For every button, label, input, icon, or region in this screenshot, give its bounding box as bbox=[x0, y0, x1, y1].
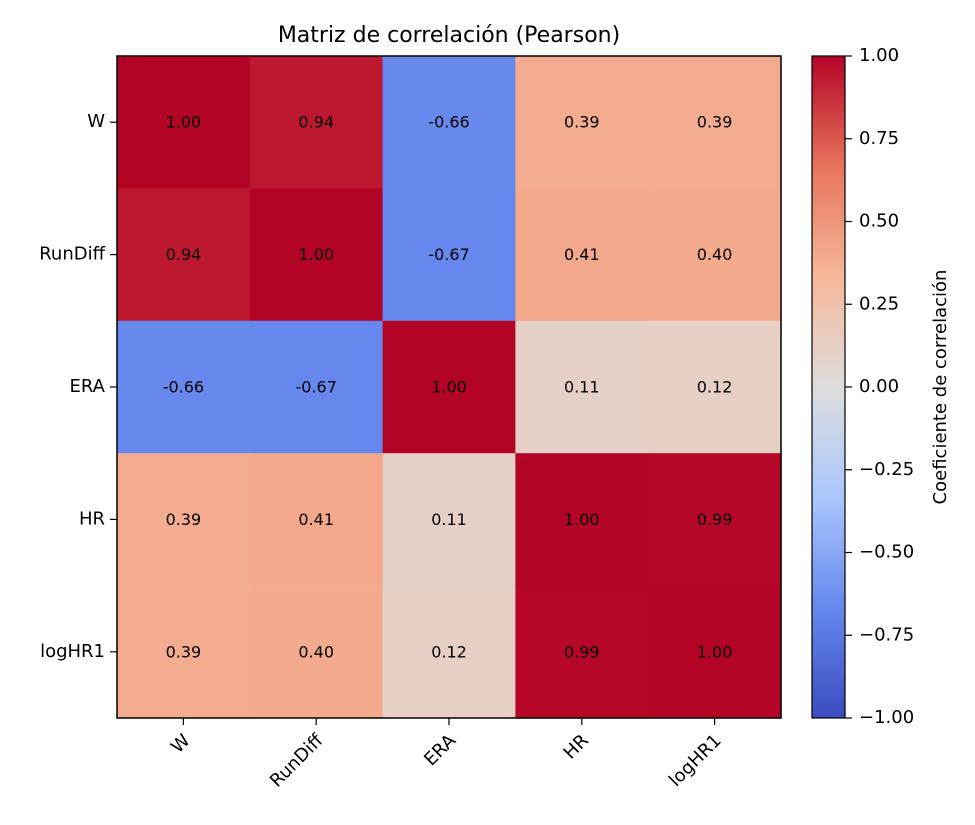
y-tick-label: W bbox=[87, 111, 105, 132]
heatmap-cell bbox=[117, 453, 251, 587]
cell-value-label: 0.39 bbox=[564, 113, 600, 132]
cell-value-label: 0.11 bbox=[431, 510, 467, 529]
heatmap-cell bbox=[249, 453, 384, 587]
cell-value-label: 1.00 bbox=[431, 378, 467, 397]
heatmap-cells bbox=[117, 56, 782, 719]
chart-title: Matriz de correlación (Pearson) bbox=[278, 23, 620, 48]
colorbar-tick-label: −1.00 bbox=[859, 707, 914, 728]
y-tick-label: RunDiff bbox=[39, 244, 105, 265]
cell-value-label: 0.99 bbox=[564, 642, 600, 661]
cell-value-label: -0.67 bbox=[295, 378, 336, 397]
heatmap-cell bbox=[382, 453, 516, 587]
heatmap-cell bbox=[382, 56, 516, 189]
heatmap-cell bbox=[515, 453, 649, 587]
heatmap-cell bbox=[117, 585, 251, 719]
heatmap-cell bbox=[382, 585, 516, 719]
heatmap-cell bbox=[648, 320, 782, 454]
cell-value-label: 0.39 bbox=[166, 510, 202, 529]
heatmap-cell bbox=[515, 188, 649, 322]
heatmap-cell bbox=[648, 56, 782, 189]
x-tick-label: logHR1 bbox=[665, 730, 726, 791]
y-axis: W RunDiff ERA HR logHR1 bbox=[39, 111, 117, 662]
cell-value-label: -0.66 bbox=[428, 113, 469, 132]
heatmap-cell bbox=[249, 585, 384, 719]
cell-value-label: 0.11 bbox=[564, 378, 600, 397]
colorbar-tick-label: 0.75 bbox=[859, 128, 899, 149]
heatmap-cell bbox=[249, 188, 384, 322]
heatmap-cell bbox=[117, 56, 251, 189]
colorbar-tick-label: 1.00 bbox=[859, 45, 899, 66]
cell-value-label: 0.94 bbox=[166, 245, 202, 264]
colorbar-tick-label: −0.25 bbox=[859, 459, 914, 480]
cell-value-label: -0.67 bbox=[428, 245, 469, 264]
x-tick-label: HR bbox=[560, 730, 593, 763]
y-tick-label: logHR1 bbox=[40, 641, 105, 662]
heatmap-cell bbox=[648, 188, 782, 322]
colorbar-tick-label: −0.75 bbox=[859, 624, 914, 645]
cell-value-label: -0.66 bbox=[163, 378, 204, 397]
cell-value-label: 0.40 bbox=[298, 642, 334, 661]
cell-value-label: 0.39 bbox=[697, 113, 733, 132]
cell-value-label: 1.00 bbox=[564, 510, 600, 529]
colorbar-tick-label: 0.50 bbox=[859, 211, 899, 232]
cell-value-label: 0.12 bbox=[697, 378, 733, 397]
cell-value-label: 0.12 bbox=[431, 642, 467, 661]
heatmap-cell bbox=[515, 56, 649, 189]
heatmap-cell bbox=[117, 188, 251, 322]
y-tick-label: HR bbox=[79, 508, 105, 529]
cell-value-label: 0.94 bbox=[298, 113, 334, 132]
x-axis: W RunDiff ERA HR logHR1 bbox=[167, 718, 726, 792]
cell-value-label: 0.41 bbox=[564, 245, 600, 264]
colorbar-label: Coeficiente de correlación bbox=[930, 270, 951, 505]
colorbar-axis: 1.00 0.75 0.50 0.25 0.00 −0.25 −0.50 −0.75 −1.00 bbox=[845, 45, 914, 728]
heatmap-cell-labels: 1.00 0.94 -0.66 0.39 0.39 0.94 1.00 -0.67 0.41 0.… bbox=[163, 113, 733, 662]
heatmap-cell bbox=[382, 188, 516, 322]
heatmap-cell bbox=[648, 585, 782, 719]
heatmap-cell bbox=[515, 320, 649, 454]
heatmap-cell bbox=[249, 320, 384, 454]
cell-value-label: 1.00 bbox=[697, 642, 733, 661]
x-tick-label: W bbox=[167, 730, 195, 758]
colorbar-tick-label: 0.25 bbox=[859, 293, 899, 314]
colorbar-tick-label: −0.50 bbox=[859, 542, 914, 563]
y-tick-label: ERA bbox=[70, 376, 106, 397]
cell-value-label: 1.00 bbox=[166, 113, 202, 132]
cell-value-label: 0.39 bbox=[166, 642, 202, 661]
cell-value-label: 0.40 bbox=[697, 245, 733, 264]
cell-value-label: 0.99 bbox=[697, 510, 733, 529]
x-tick-label: RunDiff bbox=[266, 730, 328, 792]
cell-value-label: 0.41 bbox=[298, 510, 334, 529]
heatmap-cell bbox=[249, 56, 384, 189]
heatmap-cell bbox=[117, 320, 251, 454]
heatmap-cell bbox=[382, 320, 516, 454]
colorbar-tick-label: 0.00 bbox=[859, 376, 899, 397]
colorbar bbox=[811, 55, 846, 719]
cell-value-label: 1.00 bbox=[298, 245, 334, 264]
x-tick-label: ERA bbox=[420, 730, 460, 770]
heatmap-cell bbox=[515, 585, 649, 719]
heatmap-cell bbox=[648, 453, 782, 587]
